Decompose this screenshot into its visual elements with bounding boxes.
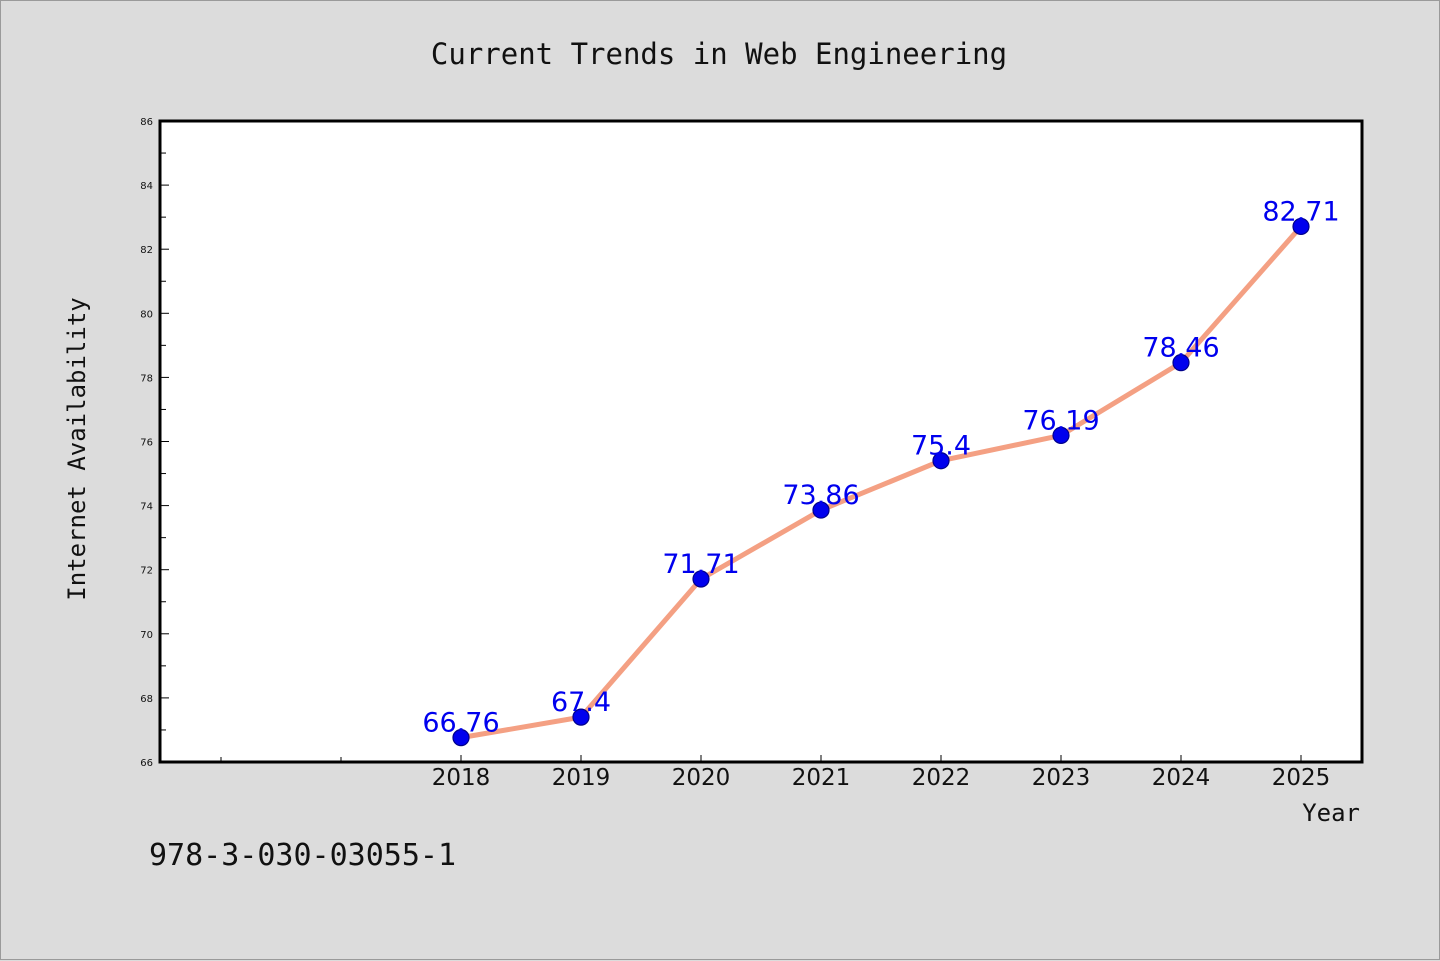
- y-tick-label: 78: [140, 373, 153, 384]
- x-tick-label: 2021: [792, 765, 851, 791]
- footer-isbn: 978-3-030-03055-1: [149, 838, 456, 873]
- data-point: [692, 570, 710, 588]
- series-line: [458, 223, 1304, 741]
- data-label: 75.4: [911, 431, 971, 462]
- data-point: [1292, 217, 1310, 236]
- data-point: [1052, 426, 1070, 445]
- y-tick-label: 84: [140, 181, 153, 192]
- data-label: 67.4: [551, 687, 611, 718]
- y-axis-ticks: 66 68 70 72 74 76 78 80 82 84 86: [140, 117, 169, 769]
- x-tick-label: 2024: [1152, 765, 1211, 791]
- x-tick-label: 2020: [672, 765, 731, 791]
- data-label: 71.71: [662, 549, 739, 580]
- chart-title: Current Trends in Web Engineering: [431, 37, 1007, 71]
- y-tick-label: 70: [140, 630, 153, 641]
- y-tick-label: 68: [140, 694, 153, 705]
- x-tick-label: 2018: [432, 765, 491, 791]
- x-tick-label: 2019: [552, 765, 611, 791]
- data-label: 78.46: [1142, 333, 1219, 364]
- data-point: [932, 452, 950, 470]
- y-tick-label: 66: [140, 758, 153, 769]
- series-layer: 66.76 67.4 71.71 73.86 75.4 76.19 78.46 82.71: [422, 196, 1340, 747]
- data-label: 82.71: [1262, 196, 1339, 227]
- y-tick-label: 74: [140, 502, 153, 513]
- data-point: [1172, 354, 1190, 372]
- data-point: [572, 708, 590, 726]
- y-tick-label: 76: [140, 438, 153, 449]
- data-point: [812, 501, 830, 519]
- x-tick-label: 2025: [1272, 765, 1331, 791]
- x-axis-label: Year: [1302, 799, 1360, 827]
- y-tick-label: 72: [140, 566, 153, 577]
- plot-area: [158, 119, 1364, 764]
- x-axis-ticks: 2018 2019 2020 2021 2022 2023 2024 2025: [220, 755, 1331, 791]
- y-tick-label: 82: [140, 245, 153, 256]
- x-tick-label: 2022: [912, 765, 971, 791]
- data-point: [452, 729, 470, 747]
- data-label: 73.86: [782, 480, 859, 511]
- y-axis-label: Internet Availability: [63, 297, 91, 600]
- data-label: 66.76: [422, 708, 499, 739]
- y-tick-label: 86: [140, 117, 153, 128]
- x-tick-label: 2023: [1032, 765, 1091, 791]
- data-label: 76.19: [1022, 405, 1099, 436]
- y-tick-label: 80: [140, 309, 153, 320]
